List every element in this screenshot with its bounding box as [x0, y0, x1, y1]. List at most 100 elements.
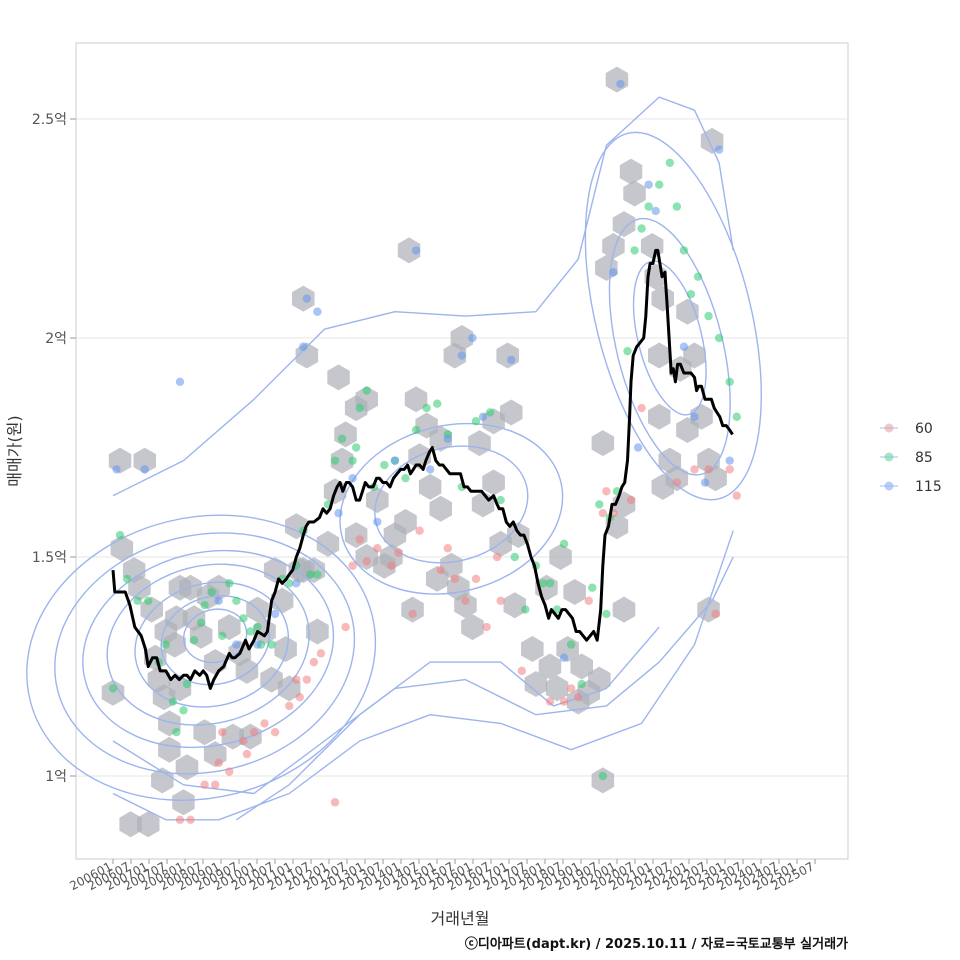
scatter-point-115 — [270, 609, 280, 619]
legend-label-85: 85 — [915, 450, 933, 466]
scatter-point-115 — [334, 509, 343, 518]
scatter-point-85 — [496, 495, 505, 505]
scatter-point-60 — [471, 574, 481, 584]
scatter-point-85 — [598, 771, 608, 781]
scatter-point-85 — [623, 346, 632, 356]
scatter-point-85 — [172, 728, 181, 737]
scatter-point-60 — [285, 701, 294, 711]
scatter-point-85 — [411, 425, 421, 435]
scatter-point-85 — [115, 530, 125, 540]
scatter-point-85 — [161, 640, 171, 649]
hexbin-cell — [648, 342, 671, 369]
scatter-point-115 — [253, 640, 262, 649]
scatter-point-60 — [626, 495, 636, 505]
scatter-point-85 — [306, 570, 315, 579]
scatter-point-85 — [239, 614, 248, 623]
scatter-point-85 — [433, 399, 442, 408]
scatter-point-115 — [302, 294, 312, 303]
scatter-point-115 — [411, 246, 421, 255]
scatter-point-85 — [313, 570, 322, 579]
scatter-point-85 — [538, 579, 548, 588]
hexbin-cell — [306, 618, 329, 645]
scatter-point-60 — [214, 758, 223, 768]
hexbin-cell — [179, 574, 202, 601]
y-tick-label: 1.5억 — [32, 550, 67, 566]
scatter-point-60 — [637, 403, 646, 413]
scatter-point-115 — [232, 640, 241, 649]
trend-line — [111, 248, 734, 690]
hexbin-cell — [137, 811, 160, 838]
scatter-point-60 — [292, 675, 301, 684]
scatter-point-85 — [380, 460, 389, 470]
hexbin-cell — [468, 430, 491, 457]
hexbin-cell — [612, 596, 636, 623]
hexbin-cell — [507, 522, 530, 549]
hexbin-cell — [602, 233, 625, 259]
scatter-point-115 — [214, 596, 223, 605]
scatter-point-85 — [732, 412, 741, 422]
scatter-point-85 — [644, 202, 653, 211]
scatter-point-85 — [510, 552, 519, 562]
hexbin-cell — [330, 447, 354, 474]
scatter-point-85 — [655, 180, 664, 189]
scatter-point-85 — [355, 403, 364, 413]
hexbin-cell — [612, 211, 636, 238]
scatter-point-60 — [270, 728, 280, 737]
scatter-point-60 — [566, 684, 576, 693]
hexbin-cell — [133, 447, 156, 474]
scatter-point-85 — [545, 579, 555, 588]
density-contour — [134, 581, 290, 708]
scatter-point-115 — [348, 473, 357, 483]
hexbin-cell — [545, 675, 569, 702]
scatter-point-85 — [108, 684, 118, 693]
hexbin-cell — [128, 574, 151, 601]
y-tick-label: 1억 — [45, 769, 67, 785]
scatter-point-60 — [545, 697, 555, 706]
scatter-point-60 — [408, 609, 417, 619]
hexbin-cell — [482, 469, 505, 496]
density-contour — [339, 422, 564, 595]
scatter-point-60 — [732, 491, 741, 500]
scatter-point-85 — [714, 333, 724, 343]
scatter-point-60 — [443, 544, 452, 553]
scatter-point-60 — [200, 780, 209, 789]
hexbin-cell — [397, 237, 421, 264]
y-tick-label: 2억 — [45, 331, 67, 347]
hexbin-cell — [538, 653, 562, 680]
hexbin-cell — [591, 430, 615, 457]
scatter-point-85 — [218, 631, 227, 641]
scatter-point-85 — [422, 403, 431, 413]
scatter-point-60 — [218, 728, 227, 737]
hexbin-cell — [327, 364, 350, 391]
hexbin-cell — [521, 636, 544, 662]
scatter-point-115 — [373, 517, 382, 527]
density-contour — [26, 514, 377, 801]
hexbin-cell — [461, 614, 484, 641]
scatter-point-115 — [714, 145, 724, 154]
hexbin-cell — [503, 592, 526, 619]
density-contour-line — [112, 96, 734, 497]
scatter-point-60 — [309, 657, 319, 667]
hexbin-cell — [158, 736, 181, 763]
scatter-point-115 — [616, 79, 625, 89]
hexbin-cell — [440, 552, 463, 579]
scatter-point-85 — [566, 640, 576, 649]
scatter-point-115 — [140, 465, 149, 474]
density-contour — [82, 549, 335, 749]
hexbin-cell — [270, 587, 294, 614]
scatter-point-85 — [679, 246, 689, 255]
scatter-point-85 — [253, 622, 262, 632]
scatter-point-85 — [693, 272, 703, 281]
y-axis: 1억 1.5억 2억 2.5억 — [32, 112, 76, 785]
scatter-point-85 — [200, 600, 209, 610]
density-contour — [106, 563, 310, 726]
scatter-point-115 — [559, 653, 569, 662]
scatter-point-60 — [348, 561, 357, 570]
scatter-point-85 — [401, 473, 410, 483]
hexbin-cell — [316, 530, 340, 557]
scatter-point-60 — [341, 622, 350, 632]
scatter-point-60 — [711, 609, 720, 619]
scatter-point-60 — [559, 697, 569, 706]
scatter-point-60 — [461, 596, 470, 605]
